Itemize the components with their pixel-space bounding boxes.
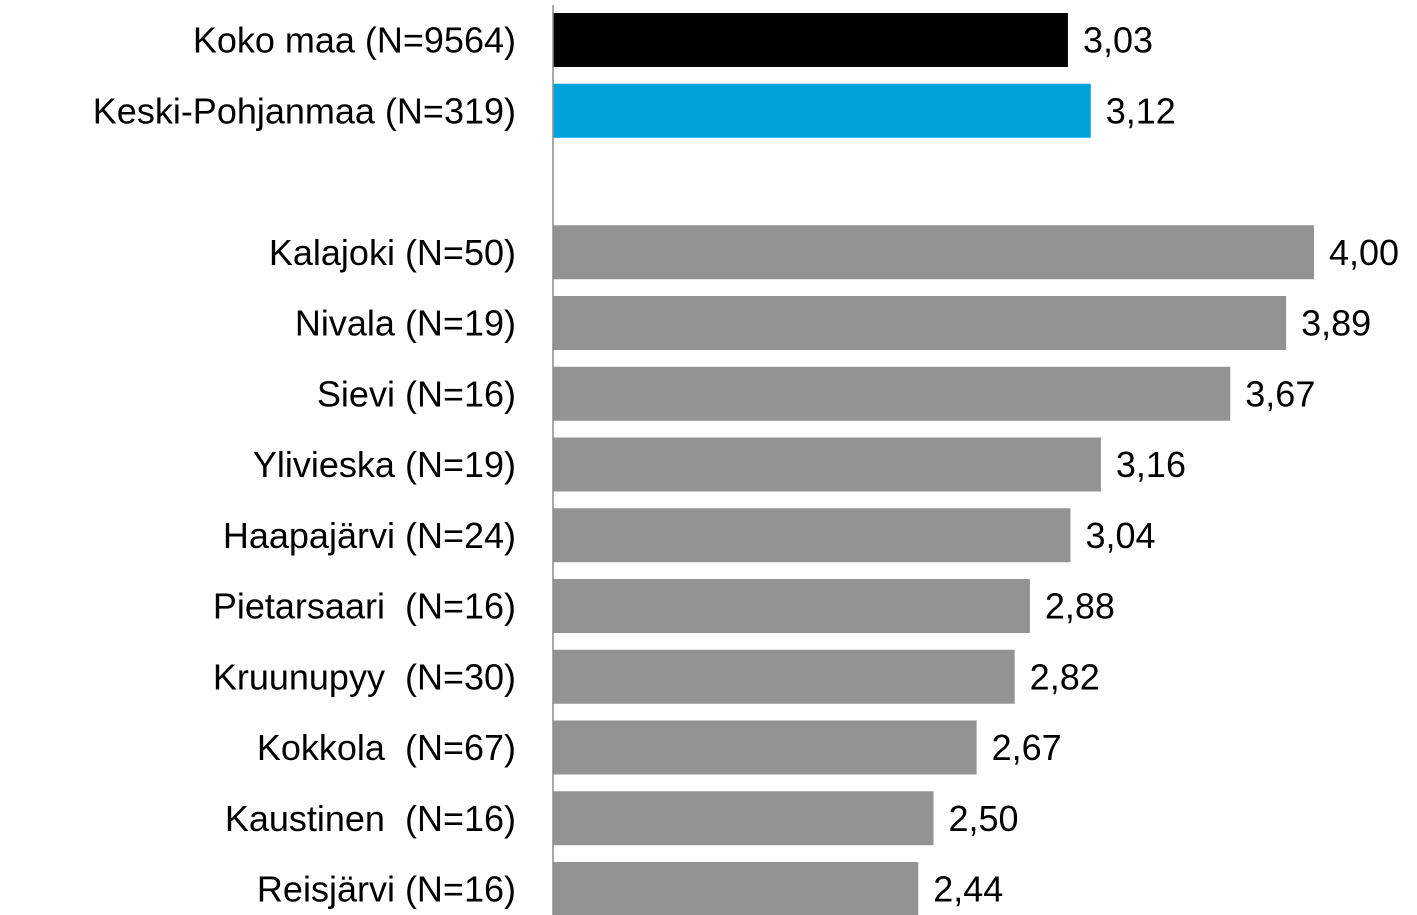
category-label: Sievi (N=16) — [317, 373, 516, 414]
bar — [553, 225, 1314, 280]
value-label: 3,67 — [1245, 373, 1315, 414]
category-label: Keski-Pohjanmaa (N=319) — [93, 90, 516, 131]
value-label: 2,50 — [949, 798, 1019, 839]
bar — [553, 791, 934, 846]
bar — [553, 579, 1030, 633]
bar — [553, 296, 1287, 350]
value-label: 3,12 — [1106, 90, 1176, 131]
bar — [553, 83, 1091, 138]
value-label: 3,16 — [1116, 444, 1186, 485]
bar — [553, 649, 1015, 704]
bar — [553, 13, 1068, 67]
category-label: Pietarsaari (N=16) — [213, 586, 516, 627]
category-label: Kaustinen (N=16) — [225, 798, 516, 839]
bar — [553, 437, 1101, 492]
bar — [553, 862, 919, 915]
category-label: Reisjärvi (N=16) — [257, 869, 516, 910]
bar — [553, 720, 977, 775]
value-label: 2,44 — [933, 869, 1003, 910]
bar — [553, 366, 1231, 421]
value-label: 3,89 — [1301, 303, 1371, 344]
value-label: 2,82 — [1030, 656, 1100, 697]
value-label: 2,88 — [1045, 586, 1115, 627]
value-label: 2,67 — [992, 727, 1062, 768]
value-label: 4,00 — [1329, 232, 1399, 273]
category-label: Kalajoki (N=50) — [269, 232, 516, 273]
category-label: Haapajärvi (N=24) — [223, 515, 516, 556]
value-label: 3,04 — [1085, 515, 1155, 556]
value-label: 3,03 — [1083, 20, 1153, 61]
bar — [553, 508, 1071, 563]
category-label: Kruunupyy (N=30) — [213, 656, 516, 697]
category-label: Nivala (N=19) — [295, 303, 516, 344]
category-label: Kokkola (N=67) — [257, 727, 516, 768]
category-label: Koko maa (N=9564) — [193, 20, 516, 61]
category-label: Ylivieska (N=19) — [253, 444, 516, 485]
